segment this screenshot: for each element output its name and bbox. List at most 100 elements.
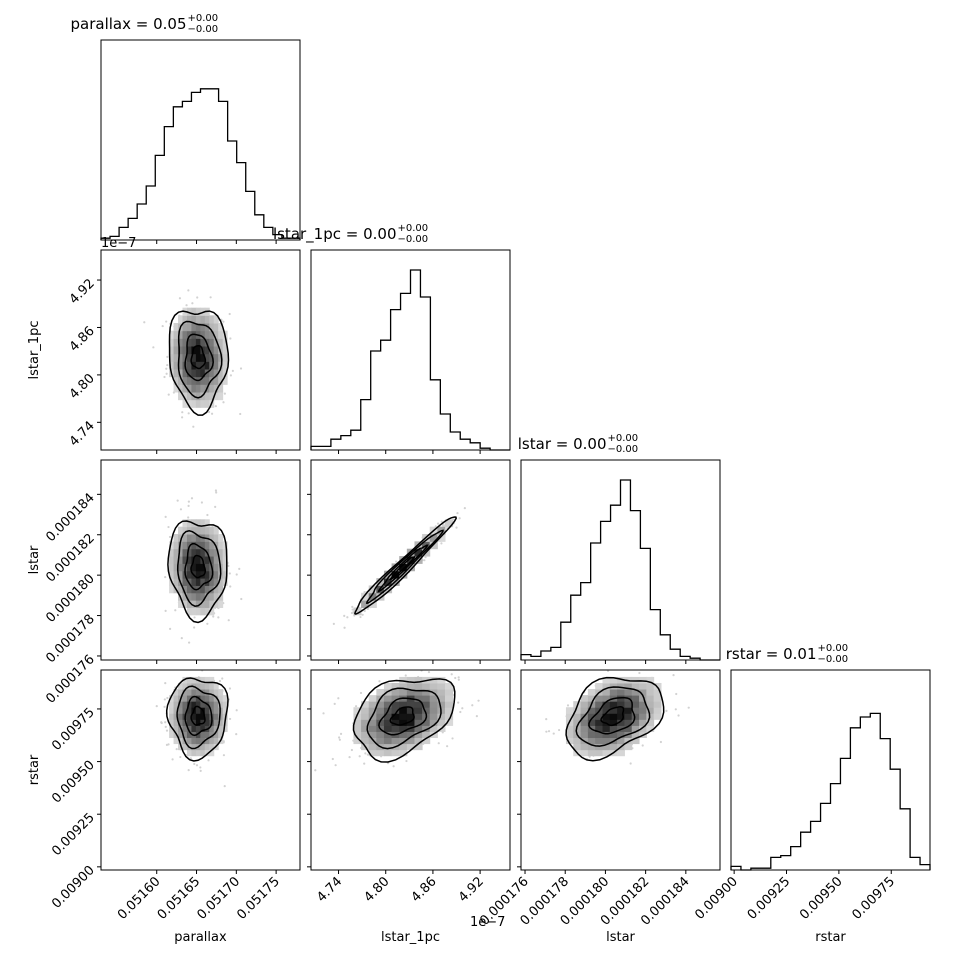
density-cell	[213, 548, 219, 557]
density-cell	[200, 578, 206, 586]
density-cell	[444, 719, 454, 726]
density-cell	[213, 731, 219, 739]
density-cell	[200, 519, 206, 528]
density-cell	[173, 563, 179, 572]
density-cell	[376, 737, 385, 745]
density-cell	[422, 719, 431, 726]
sample-point	[187, 289, 190, 292]
density-cell	[204, 695, 210, 702]
density-cell	[200, 737, 206, 745]
sample-point	[174, 609, 177, 612]
density-cell	[213, 600, 219, 608]
density-cell	[209, 578, 215, 586]
sample-point	[185, 304, 188, 307]
y-tick-label: 0.00925	[49, 810, 98, 859]
density-cell	[617, 731, 625, 739]
density-cell	[222, 707, 228, 714]
density-cell	[422, 731, 431, 739]
contour-line	[389, 706, 415, 726]
contour-line	[354, 516, 457, 615]
density-cell	[178, 392, 183, 401]
density-cell	[218, 719, 224, 726]
sample-point	[675, 692, 678, 696]
hist-parallax	[100, 88, 301, 240]
density-cell	[383, 585, 393, 594]
density-cell	[383, 725, 393, 732]
density-cell	[565, 737, 574, 745]
density-cell	[580, 725, 589, 732]
density-cell	[204, 749, 210, 757]
density-cell	[617, 737, 625, 745]
density-cell	[399, 737, 408, 745]
density-cell	[414, 689, 423, 696]
density-cell	[191, 607, 197, 616]
density-cell	[218, 353, 224, 362]
x-tick-label: 0.00950	[797, 874, 846, 923]
pair-content	[545, 664, 690, 765]
density-cell	[191, 307, 197, 316]
sample-point	[163, 375, 166, 379]
density-cell	[195, 384, 201, 393]
panel-frame	[100, 249, 301, 451]
pair-content	[164, 489, 243, 644]
sample-point	[222, 320, 225, 323]
density-cell	[186, 607, 192, 616]
density-cell	[186, 315, 192, 324]
sample-point	[366, 753, 369, 756]
density-cell	[169, 330, 175, 339]
density-cell	[195, 307, 201, 316]
density-cell	[437, 682, 446, 690]
title-lstar_1pc: lstar_1pc = 0.00	[273, 225, 397, 244]
density-cell	[587, 719, 596, 726]
density-cell	[383, 749, 393, 757]
contour-line	[366, 687, 442, 750]
density-cell	[178, 346, 183, 355]
density-cell	[399, 713, 408, 720]
density-cell	[191, 743, 197, 751]
density-cell	[437, 695, 446, 702]
density-cell	[204, 676, 210, 684]
density-cell	[218, 323, 224, 332]
density-cell	[573, 707, 582, 714]
sample-point	[164, 515, 167, 518]
density-cell	[186, 307, 192, 316]
sample-point	[552, 732, 555, 735]
density-cell	[213, 392, 219, 401]
density-cell	[631, 676, 640, 684]
density-cell	[173, 353, 179, 362]
sample-point	[378, 680, 381, 683]
x-tick-label: 0.05175	[234, 874, 283, 923]
density-cell	[609, 707, 618, 714]
density-cell	[383, 713, 393, 720]
sample-point	[633, 664, 635, 666]
sample-point	[638, 671, 641, 675]
density-cell	[178, 713, 183, 720]
density-cell	[195, 607, 201, 616]
sample-point	[235, 709, 238, 712]
density-cell	[609, 743, 618, 751]
density-cell	[191, 534, 197, 542]
density-cell	[173, 548, 179, 557]
density-cell	[195, 600, 201, 608]
density-cell	[414, 707, 423, 714]
sample-point	[557, 728, 561, 732]
density-cell	[437, 713, 446, 720]
density-cell	[178, 376, 183, 385]
density-cell	[639, 713, 647, 720]
density-cell	[383, 701, 393, 708]
density-cell	[186, 384, 192, 393]
x-tick-label: 4.74	[314, 874, 345, 905]
density-cell	[353, 607, 362, 616]
density-cell	[182, 707, 188, 714]
sample-point	[454, 676, 457, 680]
density-cell	[406, 563, 415, 572]
density-cell	[595, 743, 604, 751]
density-cell	[222, 570, 228, 579]
density-cell	[218, 338, 224, 347]
sample-point	[165, 372, 168, 375]
contour-line	[184, 695, 213, 737]
sample-point	[239, 412, 242, 416]
density-cell	[195, 338, 201, 347]
y-offset-text: 1e−7	[101, 236, 136, 251]
density-cell	[609, 701, 618, 708]
